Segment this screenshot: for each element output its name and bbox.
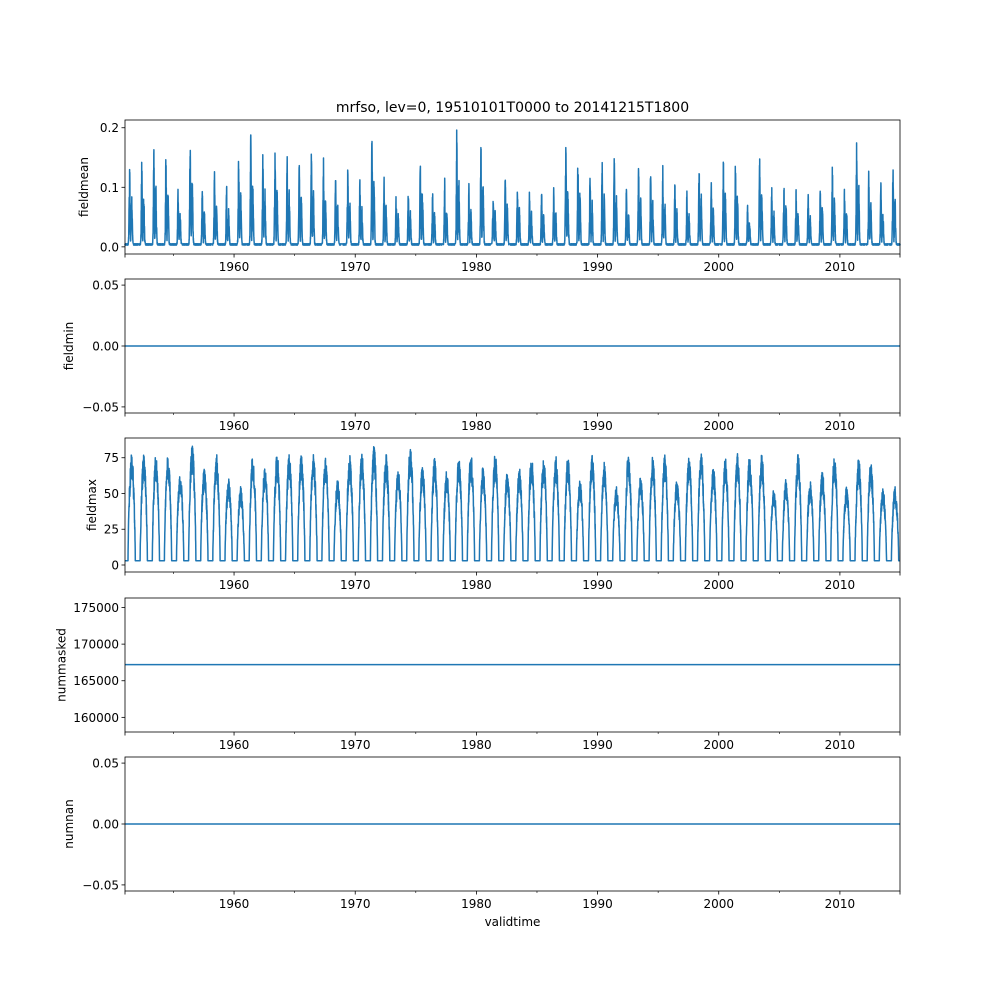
x-tick-label: 1980	[461, 897, 492, 911]
y-tick-label: 0.00	[92, 818, 119, 832]
panel-fieldmax: 1960 1970 1980 1990 2000 2010 0 25 50 75 fieldmax	[85, 437, 901, 592]
x-tick-label: 1990	[582, 578, 613, 592]
x-tick-label: 1980	[461, 260, 492, 274]
panel-fieldmin: 1960 1970 1980 1990 2000 2010 −0.05 0.00 0.05 fie…	[62, 279, 901, 433]
axes-frame	[124, 437, 901, 573]
x-tick-label: 1990	[582, 260, 613, 274]
y-tick-label: 25	[104, 523, 119, 537]
x-tick-label: 2010	[825, 419, 856, 433]
x-tick-label: 2010	[825, 897, 856, 911]
y-tick-label: 0.05	[92, 757, 119, 771]
y-axis-label: numnan	[62, 799, 76, 848]
x-tick-label: 1970	[340, 260, 371, 274]
x-tick-label: 2010	[825, 260, 856, 274]
y-tick-label: 0	[111, 558, 119, 572]
y-axis-label: nummasked	[54, 628, 68, 702]
x-tick-label: 1990	[582, 419, 613, 433]
x-tick-label: 1970	[340, 578, 371, 592]
x-tick-label: 1960	[219, 897, 250, 911]
x-tick-label: 2010	[825, 738, 856, 752]
x-axis-label: validtime	[485, 915, 541, 929]
x-tick-label: 2000	[703, 578, 734, 592]
y-tick-label: 0.2	[100, 121, 119, 135]
y-tick-label: 160000	[73, 711, 119, 725]
chart-title: mrfso, lev=0, 19510101T0000 to 20141215T…	[336, 100, 689, 116]
y-tick-label: 0.05	[92, 279, 119, 293]
y-axis-label: fieldmin	[62, 322, 76, 371]
x-tick-label: 2010	[825, 578, 856, 592]
y-tick-label: −0.05	[82, 878, 119, 892]
y-tick-label: 50	[104, 487, 119, 501]
x-tick-label: 1960	[219, 738, 250, 752]
x-tick-label: 2000	[703, 738, 734, 752]
panel-numnan: 1960 1970 1980 1990 2000 2010 −0.05 0.00 0.05 num…	[62, 757, 901, 929]
x-tick-label: 1960	[219, 578, 250, 592]
x-tick-label: 1960	[219, 419, 250, 433]
x-tick-label: 1980	[461, 738, 492, 752]
x-tick-label: 1970	[340, 897, 371, 911]
x-tick-label: 1990	[582, 738, 613, 752]
y-tick-label: 75	[104, 451, 119, 465]
y-tick-label: 0.00	[92, 340, 119, 354]
x-tick-label: 1990	[582, 897, 613, 911]
y-tick-label: 165000	[73, 674, 119, 688]
x-tick-label: 1980	[461, 419, 492, 433]
panel-nummasked: 1960 1970 1980 1990 2000 2010 160000 165000 1700…	[54, 597, 901, 752]
y-tick-label: 170000	[73, 638, 119, 652]
y-tick-label: −0.05	[82, 400, 119, 414]
axes-frame	[124, 597, 901, 733]
x-tick-label: 1980	[461, 578, 492, 592]
x-tick-label: 2000	[703, 897, 734, 911]
x-tick-label: 2000	[703, 419, 734, 433]
x-tick-label: 1970	[340, 419, 371, 433]
y-axis-label: fieldmean	[77, 157, 91, 217]
y-tick-label: 0.1	[100, 181, 119, 195]
x-tick-label: 1960	[219, 260, 250, 274]
y-axis-label: fieldmax	[85, 479, 99, 531]
panel-fieldmean: 1960 1970 1980 1990 2000 2010 0.0 0.1 0.2 fieldme…	[77, 100, 901, 274]
y-tick-label: 0.0	[100, 240, 119, 254]
series-line-fieldmax	[124, 445, 901, 562]
y-tick-label: 175000	[73, 601, 119, 615]
x-tick-label: 1970	[340, 738, 371, 752]
series-line-fieldmean	[124, 129, 901, 246]
x-tick-label: 2000	[703, 260, 734, 274]
